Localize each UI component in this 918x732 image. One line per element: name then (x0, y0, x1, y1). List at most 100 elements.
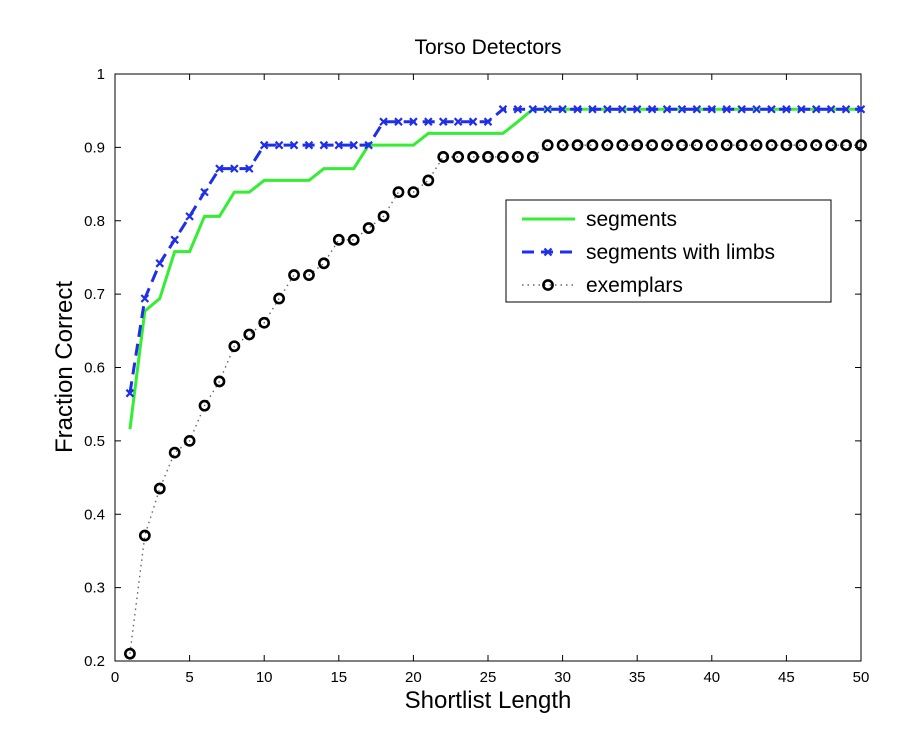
y-axis: 0.2 0.3 0.4 0.5 0.6 0.7 0.8 0.9 1 (84, 66, 861, 670)
data-point (332, 233, 345, 246)
data-point (437, 151, 450, 163)
data-point (705, 139, 718, 152)
data-point (497, 151, 509, 163)
data-point (185, 212, 194, 221)
data-point (424, 117, 433, 126)
data-point (797, 104, 806, 114)
legend-entry-segments: segments (522, 208, 677, 231)
data-point (603, 104, 612, 114)
data-point (618, 104, 627, 114)
data-point (379, 117, 388, 126)
data-point (438, 117, 448, 126)
legend-marker (542, 279, 554, 291)
data-point (661, 139, 673, 152)
data-point (840, 139, 852, 152)
y-tick-label: 1 (97, 66, 105, 83)
data-point (362, 222, 375, 234)
data-point (377, 210, 390, 223)
data-point (452, 151, 465, 163)
x-tick-label: 35 (629, 669, 646, 686)
data-point (588, 104, 597, 114)
data-point (153, 482, 166, 495)
data-point (737, 104, 746, 114)
data-point (349, 140, 358, 150)
data-point (631, 139, 644, 152)
data-point (720, 139, 733, 152)
data-point (662, 104, 672, 114)
data-point (526, 151, 539, 163)
data-point (498, 104, 508, 114)
data-point (811, 104, 821, 114)
series-segments (128, 107, 861, 430)
data-point (468, 117, 478, 126)
data-point (304, 140, 314, 150)
data-point (780, 139, 793, 152)
data-point (528, 104, 538, 114)
x-tick-label: 50 (853, 669, 870, 686)
data-point (273, 292, 286, 305)
data-point (810, 139, 823, 152)
data-point (482, 151, 494, 163)
data-point (841, 104, 851, 114)
data-point (556, 139, 569, 152)
data-point (230, 164, 239, 173)
data-point (646, 139, 659, 152)
x-tick-label: 20 (405, 669, 422, 686)
legend-label: exemplars (586, 274, 683, 297)
y-tick-label: 0.9 (84, 139, 105, 156)
data-point (677, 104, 687, 114)
data-point (558, 104, 567, 114)
x-axis: 0 5 10 15 20 25 30 35 40 45 50 (111, 74, 870, 686)
y-tick-label: 0.5 (84, 433, 105, 450)
data-point (782, 104, 791, 114)
series-line-segments (128, 107, 861, 430)
x-tick-label: 30 (554, 669, 571, 686)
data-point (364, 140, 373, 150)
data-point (632, 104, 642, 114)
data-point (616, 139, 629, 152)
data-point (258, 316, 271, 329)
data-point (467, 151, 479, 163)
data-point (303, 269, 315, 281)
data-point (825, 139, 838, 152)
data-point (513, 104, 523, 114)
data-point (795, 139, 808, 152)
data-point (394, 117, 403, 126)
x-axis-label: Shortlist Length (405, 687, 572, 714)
data-point (124, 647, 136, 660)
y-tick-label: 0.7 (84, 286, 105, 303)
data-point (170, 235, 179, 245)
data-point (319, 140, 329, 150)
data-point (183, 434, 196, 447)
y-tick-label: 0.3 (84, 580, 105, 597)
data-point (198, 399, 211, 412)
legend-entry-exemplars: exemplars (522, 274, 683, 297)
data-point (601, 139, 614, 152)
series-line-exemplars (129, 144, 861, 654)
y-tick-label: 0.8 (84, 213, 105, 230)
data-point (735, 139, 748, 152)
data-point (228, 340, 241, 353)
data-point (140, 294, 150, 303)
data-point (422, 174, 435, 187)
y-tick-label: 0.6 (84, 360, 105, 377)
data-point (692, 104, 702, 114)
y-tick-label: 0.2 (84, 653, 105, 670)
x-tick-label: 5 (185, 669, 193, 686)
legend-label: segments (586, 208, 677, 231)
data-point (541, 139, 554, 152)
data-point (707, 104, 717, 114)
data-point (168, 446, 181, 459)
series-layer (124, 104, 867, 660)
data-point (573, 104, 582, 114)
data-point (511, 151, 524, 163)
data-point (347, 233, 360, 246)
data-point (392, 186, 405, 199)
legend-marker (543, 247, 553, 257)
data-point (317, 257, 330, 270)
data-point (647, 104, 657, 114)
y-axis-label: Fraction Correct (51, 281, 78, 453)
data-point (690, 139, 703, 152)
legend-label: segments with limbs (586, 241, 775, 264)
